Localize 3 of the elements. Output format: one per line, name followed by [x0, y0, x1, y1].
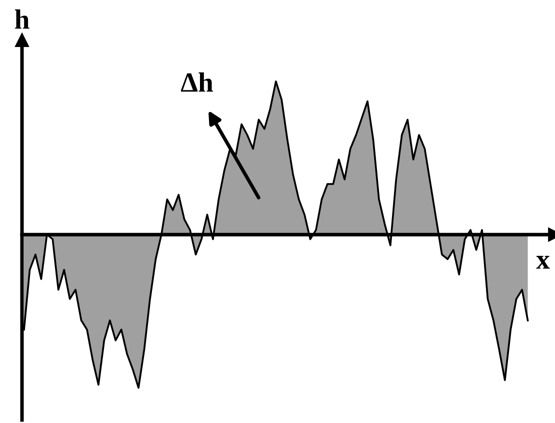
y-axis-title: h — [14, 9, 30, 29]
annotation: Δh — [180, 72, 214, 92]
x-axis-title: x — [536, 256, 550, 269]
